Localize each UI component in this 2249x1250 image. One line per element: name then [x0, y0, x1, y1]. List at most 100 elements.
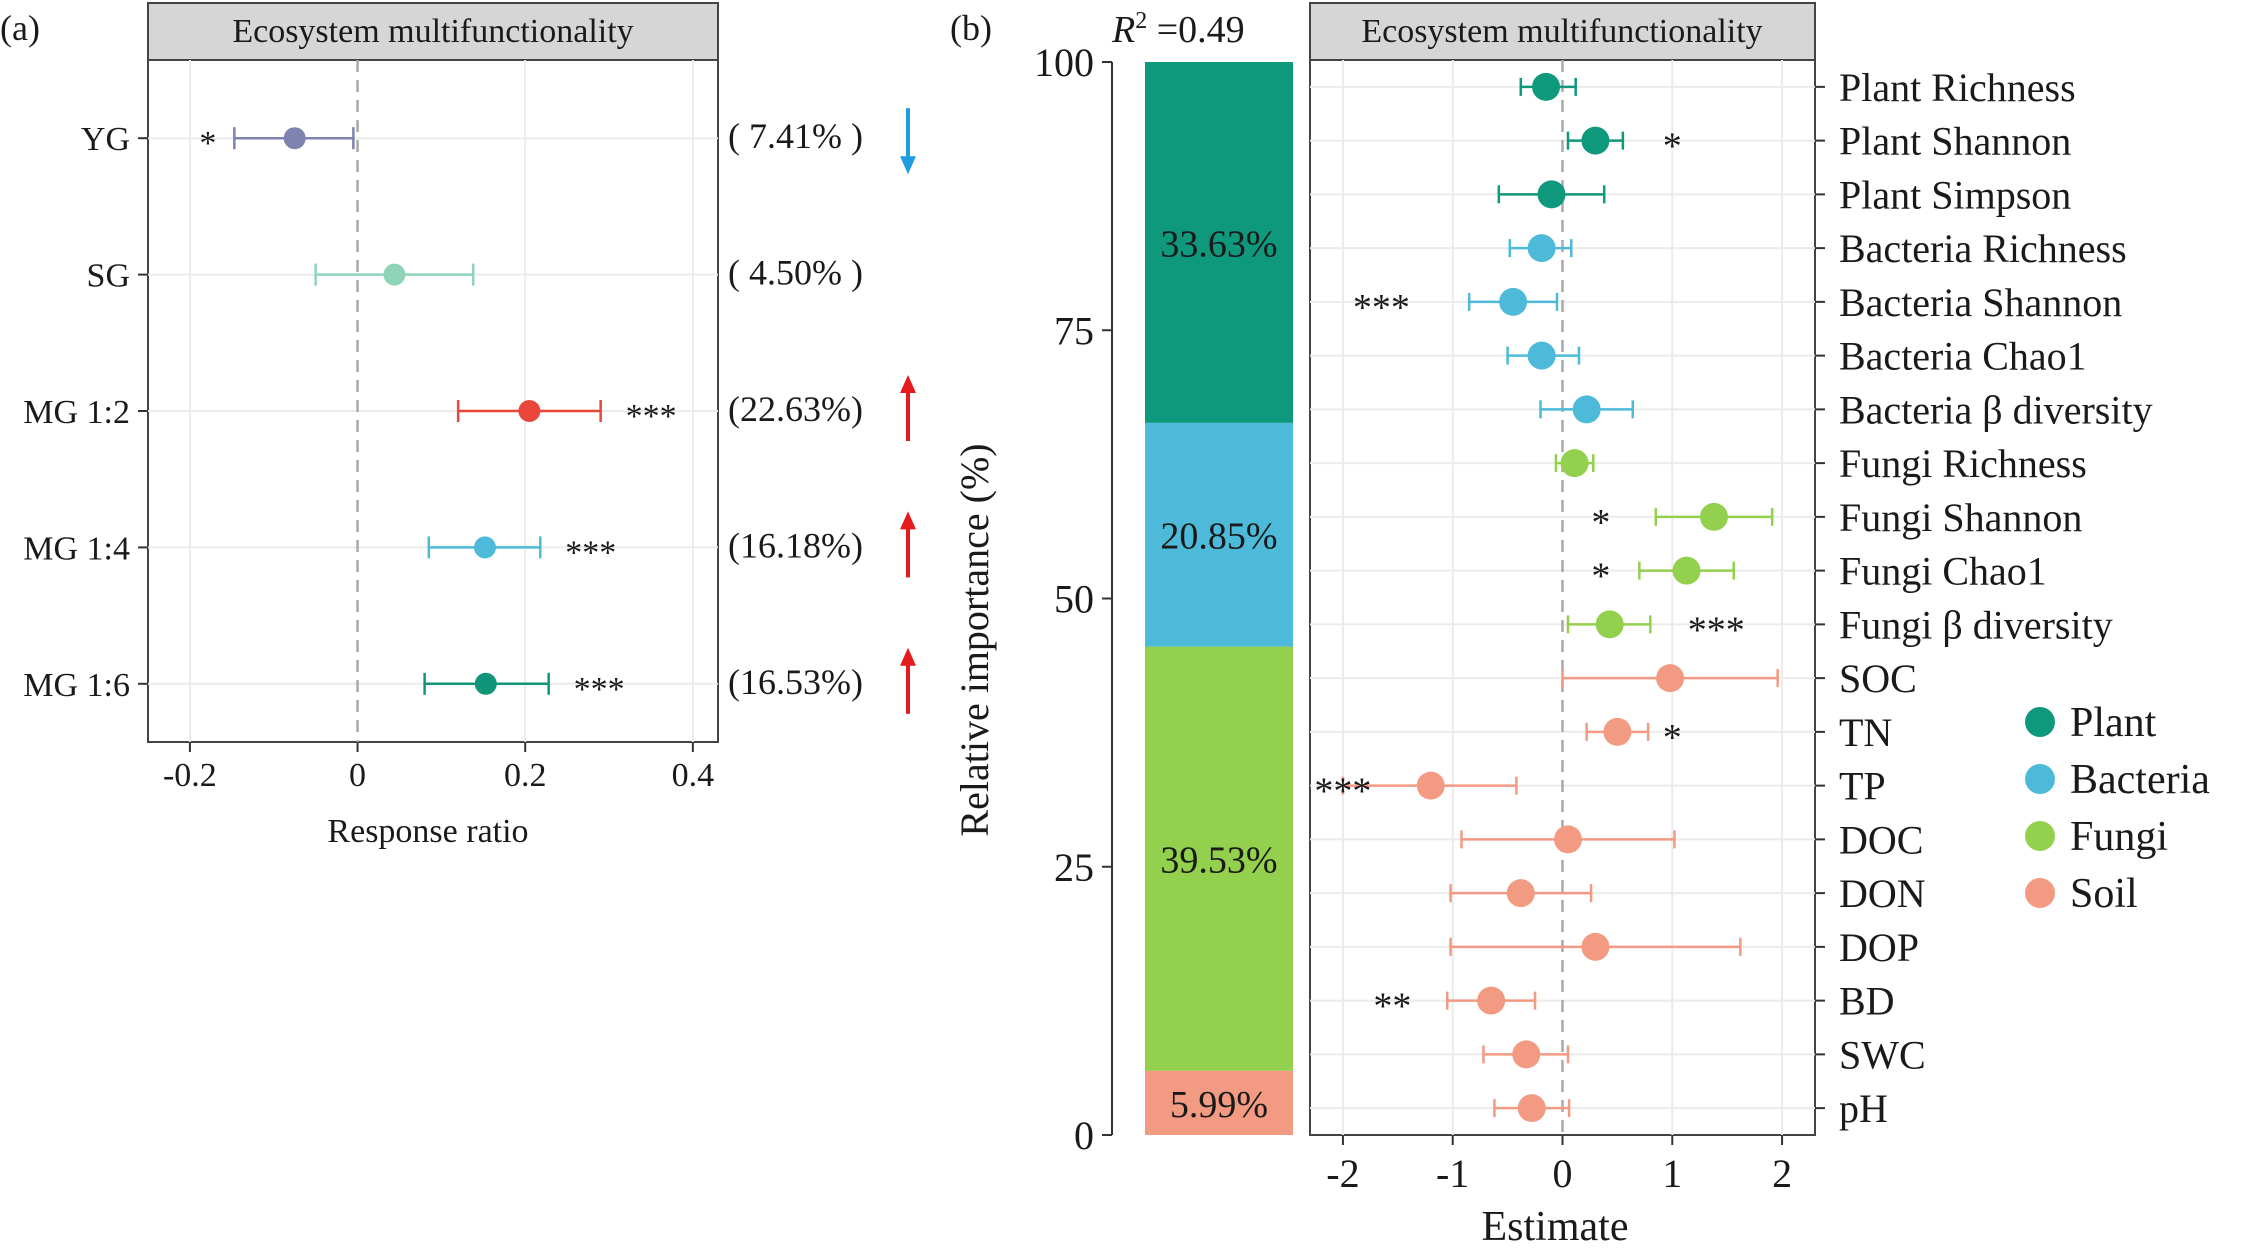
- legend-swatch: [2025, 764, 2055, 794]
- panel-a-point: [383, 263, 406, 286]
- panel-b-row-label: DOP: [1839, 925, 1919, 970]
- arrow-head: [900, 511, 916, 530]
- panel-b-point: [1656, 664, 1685, 693]
- legend-item-fungi: Fungi: [2025, 814, 2168, 860]
- arrow-head: [900, 375, 916, 393]
- legend-item-plant: Plant: [2025, 700, 2157, 746]
- decrease-arrow-icon: [900, 108, 916, 175]
- panel-b-significance: *: [1663, 717, 1682, 759]
- panel-b-row-label: Fungi β diversity: [1839, 602, 2113, 647]
- legend-label: Plant: [2070, 700, 2157, 746]
- panel-a-plot-area: [147, 59, 719, 743]
- panel-a-x-tick-label: -0.2: [163, 757, 217, 794]
- bar-segment-fungi: [1145, 646, 1293, 1071]
- panel-b-row-label: Plant Shannon: [1839, 119, 2071, 164]
- legend-swatch: [2025, 878, 2055, 908]
- panel-b-ylabel: Relative importance (%): [952, 443, 997, 836]
- panel-a-point: [283, 127, 306, 150]
- panel-a-row-label: SG: [87, 258, 130, 295]
- panel-b-significance: *: [1591, 556, 1610, 598]
- panel-b-xlabel: Estimate: [1482, 1204, 1629, 1250]
- panel-a-title-strip: [147, 2, 719, 61]
- panel-b-y-tick-label: 75: [1054, 308, 1094, 353]
- panel-b-row-label: pH: [1839, 1086, 1888, 1131]
- panel-a: (a) Ecosystem multifunctionality -0.2 0 0.…: [0, 2, 916, 850]
- increase-arrow-icon: [900, 647, 916, 714]
- panel-b-x-tick-label: 0: [1553, 1151, 1573, 1196]
- panel-b-significance: *: [1591, 502, 1610, 544]
- panel-b-point: [1603, 717, 1632, 746]
- panel-b-point: [1517, 1094, 1546, 1123]
- panel-b-row-label: BD: [1839, 979, 1895, 1024]
- r2-superscript: 2: [1135, 8, 1147, 34]
- panel-b-point: [1572, 395, 1601, 424]
- panel-b-y-tick-label: 0: [1074, 1113, 1094, 1158]
- increase-arrow-icon: [900, 511, 916, 578]
- panel-b-bar: (b) R2 =0.49 Relative importance (%) 025…: [950, 8, 1293, 1158]
- panel-b-x-tick-label: -1: [1436, 1151, 1469, 1196]
- panel-b-y-axis: 0 25 50 75 100: [1034, 40, 1112, 1158]
- panel-b-x-tick-label: 1: [1662, 1151, 1682, 1196]
- r2-symbol: R: [1111, 9, 1135, 51]
- panel-b-significance: ***: [1688, 609, 1745, 651]
- panel-a-percent: (22.63%): [728, 389, 863, 429]
- panel-b-significance: ***: [1353, 287, 1410, 329]
- panel-b-row-label: Bacteria Richness: [1839, 226, 2127, 271]
- panel-b-row-label: SWC: [1839, 1032, 1926, 1077]
- bar-segment-label: 33.63%: [1160, 223, 1277, 265]
- panel-b-point: [1553, 825, 1582, 854]
- panel-b-row-label: TN: [1839, 710, 1892, 755]
- panel-a-point: [473, 536, 496, 559]
- bar-segment-label: 5.99%: [1170, 1084, 1268, 1126]
- panel-b-point: [1527, 341, 1556, 370]
- panel-a-x-tick-label: 0.2: [504, 757, 547, 794]
- panel-b-x-axis: -2 -1 0 1 2: [1326, 1135, 1792, 1196]
- panel-a-significance: ***: [574, 671, 625, 708]
- panel-b-title-strip: [1309, 2, 1816, 61]
- panel-a-percent: ( 7.41% ): [728, 116, 863, 156]
- panel-b-point: [1700, 502, 1728, 531]
- panel-b-point: [1581, 126, 1610, 155]
- panel-b-row-label: Plant Richness: [1839, 65, 2076, 110]
- panel-b-point: [1477, 986, 1506, 1015]
- panel-b-significance: ***: [1314, 771, 1371, 813]
- panel-a-percent: ( 4.50% ): [728, 253, 863, 293]
- bar-segment-label: 39.53%: [1160, 840, 1277, 882]
- panel-a-significance: ***: [626, 398, 677, 435]
- panel-b-forest: Ecosystem multifunctionality -2 -1 0 1 2 Est…: [1309, 2, 2210, 1250]
- panel-b-row-label: Fungi Chao1: [1839, 549, 2047, 594]
- panel-b-row-label: Fungi Richness: [1839, 441, 2087, 486]
- panel-b-row-label: Fungi Shannon: [1839, 495, 2082, 540]
- panel-a-significance: ***: [565, 534, 616, 571]
- panel-a-title: Ecosystem multifunctionality: [232, 13, 633, 50]
- panel-a-row-label: YG: [81, 121, 130, 158]
- stacked-bar: 5.99% 39.53% 20.85% 33.63%: [1145, 62, 1293, 1135]
- panel-b-y-tick-label: 50: [1054, 577, 1094, 622]
- panel-a-point: [518, 400, 541, 422]
- panel-a-rows: YG * ( 7.41% ) SG ( 4.50% ) MG 1:2 *** (22.63%)…: [23, 108, 916, 714]
- panel-b-row-label: SOC: [1839, 656, 1917, 701]
- panel-a-x-axis: -0.2 0 0.2 0.4: [163, 742, 714, 794]
- panel-b-y-tick-label: 25: [1054, 845, 1094, 890]
- panel-b-point: [1512, 1040, 1541, 1069]
- panel-a-row-label: MG 1:6: [23, 667, 130, 704]
- r2-annotation: R2 =0.49: [1111, 8, 1245, 51]
- panel-a-percent: (16.18%): [728, 525, 863, 565]
- panel-a-significance: *: [199, 125, 216, 162]
- legend-label: Soil: [2070, 871, 2138, 917]
- bar-segment-bacteria: [1145, 422, 1293, 647]
- panel-a-x-tick-label: 0.4: [672, 757, 715, 794]
- panel-b-x-tick-label: 2: [1772, 1151, 1792, 1196]
- panel-b-rows: Plant Richness Plant Shannon * Plant Simpso…: [1314, 65, 2152, 1131]
- panel-b-row-label: DON: [1839, 871, 1926, 916]
- panel-b-point: [1532, 72, 1561, 101]
- panel-b-point: [1527, 234, 1556, 263]
- panel-b-row-label: Bacteria Shannon: [1839, 280, 2122, 325]
- panel-b-row-label: TP: [1839, 764, 1886, 809]
- panel-b-point: [1416, 771, 1445, 800]
- panel-b-point: [1581, 932, 1610, 961]
- increase-arrow-icon: [900, 375, 916, 441]
- panel-a-x-tick-label: 0: [349, 757, 366, 794]
- legend-swatch: [2025, 821, 2055, 851]
